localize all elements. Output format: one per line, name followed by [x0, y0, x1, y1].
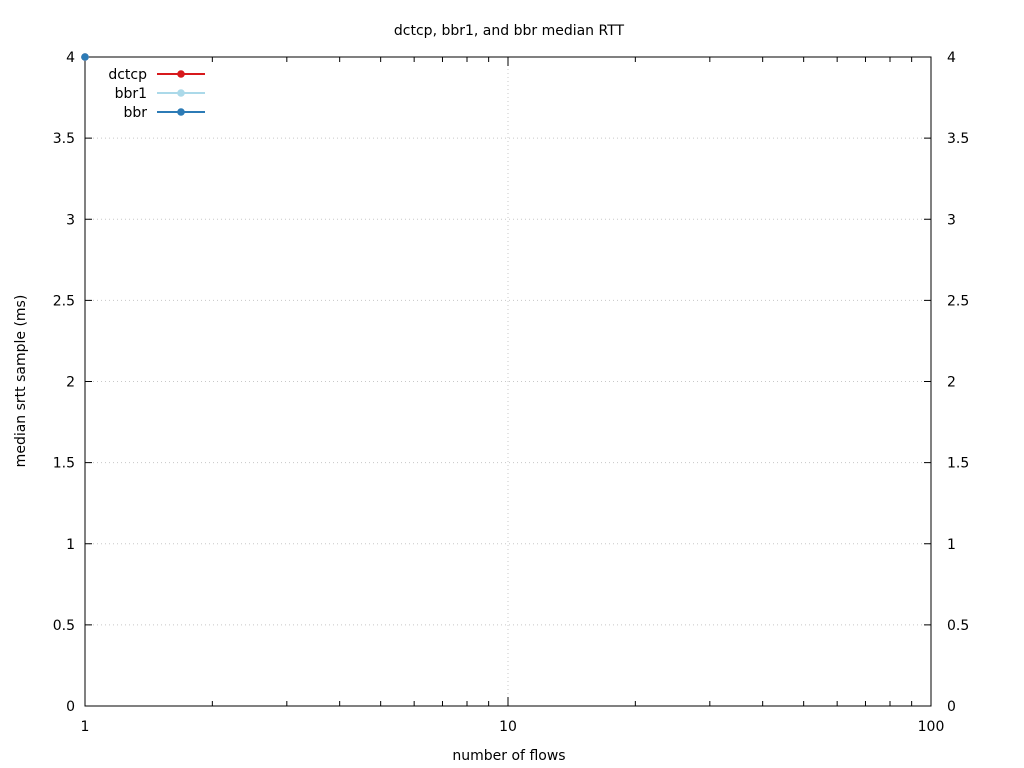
y2-tick-label: 0.5 — [947, 618, 969, 634]
grid — [85, 57, 931, 706]
y-tick-label: 1.5 — [53, 456, 75, 472]
y-tick-label: 1 — [66, 537, 75, 553]
legend-marker-dctcp — [177, 70, 185, 78]
y-tick-label: 0 — [66, 699, 75, 715]
y2-tick-label: 2 — [947, 375, 956, 391]
x-tick-label: 10 — [499, 719, 517, 735]
y2-tick-label: 1 — [947, 537, 956, 553]
x-axis-label: number of flows — [452, 748, 565, 764]
y2-tick-label: 2.5 — [947, 293, 969, 309]
y2-tick-label: 4 — [947, 50, 956, 66]
y-tick-label: 3 — [66, 212, 75, 228]
legend-marker-bbr — [177, 108, 185, 116]
x-tick-label: 1 — [81, 719, 90, 735]
y2-tick-label: 1.5 — [947, 456, 969, 472]
tick-labels: 0 0 0.5 0.5 1 1 1.5 1.5 2 2 2.5 2.5 3 3 3.5 3.5 4 4 1 10 100 — [53, 50, 970, 735]
data-point-bbr — [81, 53, 89, 61]
legend-marker-bbr1 — [177, 89, 185, 97]
y-tick-label: 3.5 — [53, 131, 75, 147]
chart-title: dctcp, bbr1, and bbr median RTT — [394, 23, 625, 39]
legend-label-bbr1: bbr1 — [115, 86, 147, 102]
y-axis-label: median srtt sample (ms) — [13, 295, 29, 468]
y2-tick-label: 3.5 — [947, 131, 969, 147]
legend-label-bbr: bbr — [123, 105, 147, 121]
legend-label-dctcp: dctcp — [108, 67, 147, 83]
series — [81, 53, 89, 61]
y2-tick-label: 0 — [947, 699, 956, 715]
legend: dctcp bbr1 bbr — [108, 67, 205, 121]
y-tick-label: 0.5 — [53, 618, 75, 634]
y-tick-label: 2.5 — [53, 293, 75, 309]
x-tick-label: 100 — [918, 719, 945, 735]
y2-tick-label: 3 — [947, 212, 956, 228]
y-tick-label: 2 — [66, 375, 75, 391]
y-tick-label: 4 — [66, 50, 75, 66]
ticks — [84, 56, 932, 707]
